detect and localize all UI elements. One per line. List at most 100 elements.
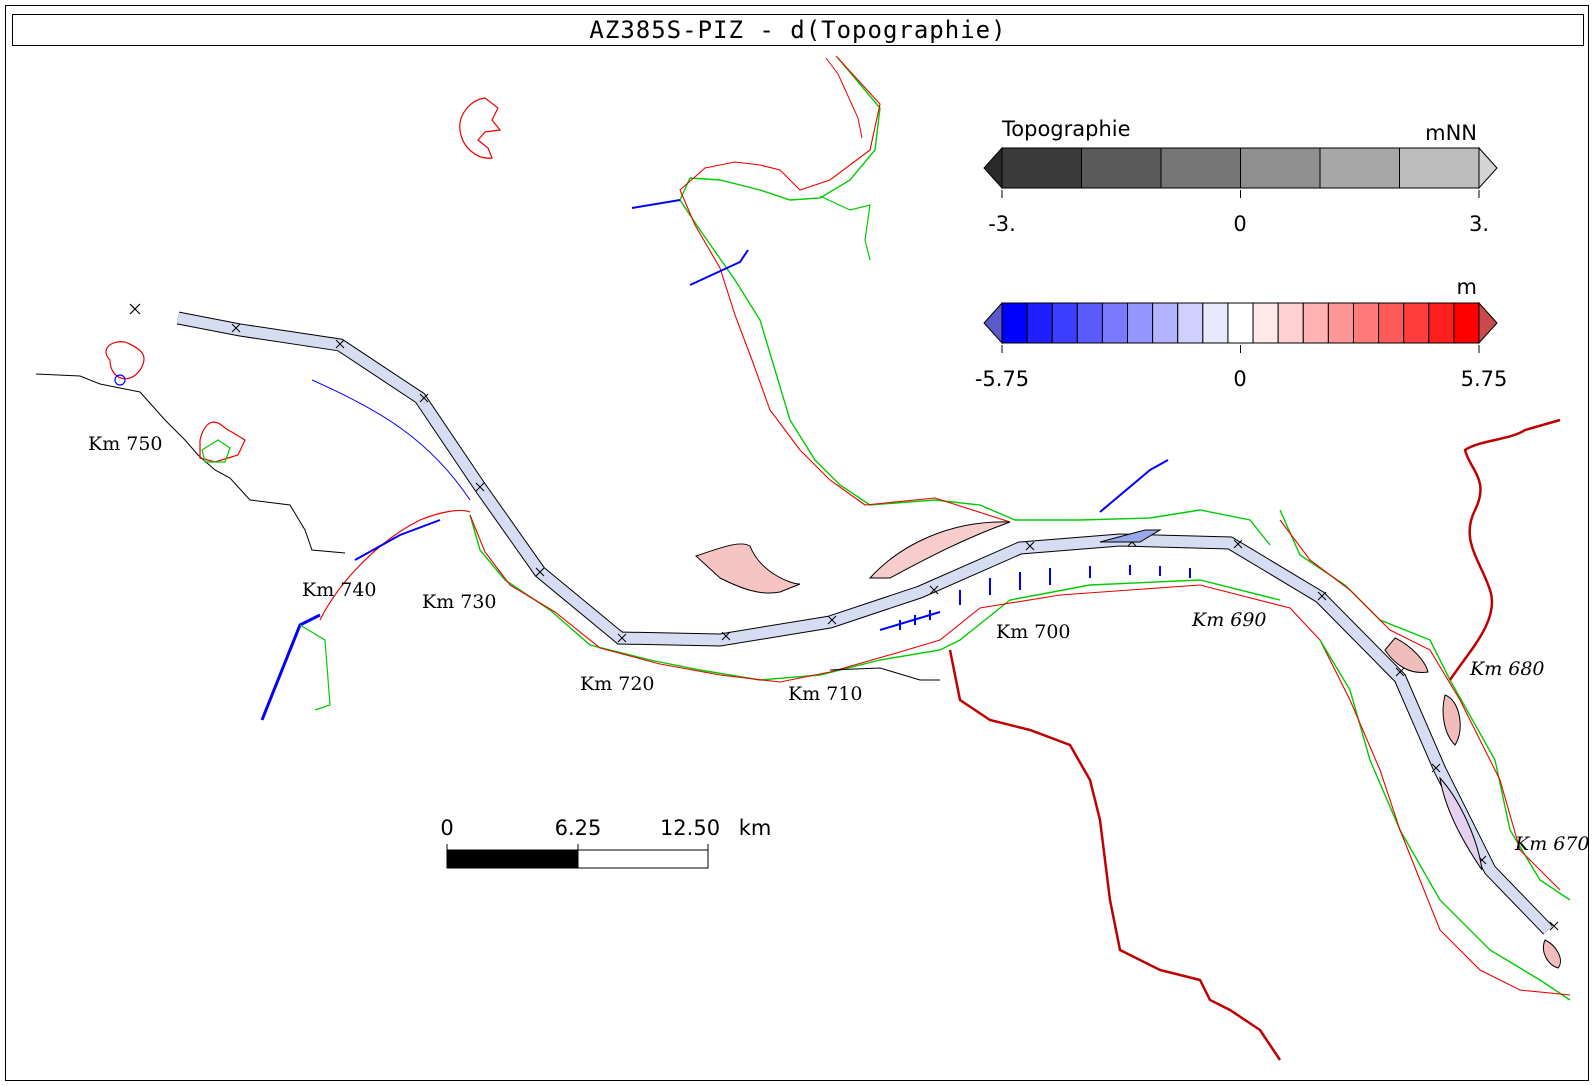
- colorbar-swatch: [1302, 302, 1329, 344]
- diff-tick-label-max: 5.75: [1461, 367, 1508, 391]
- colorbar-swatch: [1081, 147, 1162, 189]
- diff-legend-unit: m: [1457, 275, 1477, 299]
- scale-segment-black: [446, 849, 579, 869]
- harbour-blue: [1099, 459, 1169, 513]
- map-title: AZ385S-PIZ - d(Topographie): [12, 14, 1584, 46]
- bank-green-north: [679, 57, 1271, 546]
- colorbar-swatch: [1051, 302, 1078, 344]
- topo-legend: Topographie mNN -3. 0 3.: [983, 117, 1498, 236]
- island-outline: [199, 421, 246, 463]
- scale-segment-white: [577, 849, 709, 869]
- colorbar-swatch: [1319, 147, 1400, 189]
- harbour-blue: [354, 519, 441, 561]
- colorbar-swatch: [1202, 302, 1229, 344]
- diff-tick-label-min: -5.75: [975, 367, 1029, 391]
- bank-red-south: [469, 514, 1351, 701]
- fairway-fill: [176, 312, 1552, 934]
- bank-red-north: [825, 57, 863, 139]
- topo-tick-label-max: 3.: [1469, 212, 1489, 236]
- bank-black-south: [829, 667, 940, 681]
- colorbar-under-arrow: [983, 301, 1003, 345]
- topo-tick-label-zero: 0: [1233, 212, 1246, 236]
- km-label-720: Km 720: [580, 673, 655, 695]
- colorbar-under-arrow: [983, 146, 1003, 190]
- colorbar-over-arrow: [1478, 146, 1498, 190]
- topo-legend-unit: mNN: [1425, 121, 1477, 145]
- km-label-690: Km 690: [1191, 609, 1267, 631]
- colorbar-swatch: [1001, 147, 1082, 189]
- harbour-blue: [260, 613, 321, 721]
- colorbar-swatch: [1352, 302, 1380, 344]
- bank-red-east: [1349, 699, 1571, 996]
- colorbar-swatch: [1240, 147, 1321, 189]
- dump-area: [1384, 637, 1429, 674]
- bank-red-west: [319, 509, 471, 621]
- scale-label-unit: km: [739, 816, 772, 840]
- colorbar-swatch: [1001, 302, 1028, 344]
- dike-line: [1448, 418, 1561, 681]
- coastline-black: [35, 373, 346, 554]
- km-label-680: Km 680: [1469, 658, 1545, 680]
- km-label-710: Km 710: [788, 683, 863, 705]
- scale-label-0: 0: [440, 816, 453, 840]
- bank-green-north: [819, 195, 871, 261]
- topo-ticks: [1001, 190, 1480, 198]
- colorbar-swatch: [1277, 302, 1304, 344]
- km-labels: Km 750 Km 740 Km 730 Km 720 Km 710 Km 70…: [88, 433, 1590, 855]
- diff-colorbar: [983, 301, 1498, 345]
- km-label-750: Km 750: [88, 433, 163, 455]
- colorbar-swatch: [1026, 302, 1053, 344]
- km-label-740: Km 740: [302, 579, 377, 601]
- scale-label-2: 12.50: [660, 816, 720, 840]
- bank-red-east: [1279, 519, 1561, 891]
- topo-legend-title: Topographie: [1001, 117, 1131, 141]
- colorbar-swatch: [1160, 147, 1241, 189]
- diff-legend: m -5.75 0 5.75: [975, 275, 1508, 391]
- dump-area: [868, 521, 1011, 579]
- bank-green-west: [299, 624, 331, 711]
- dredge-area: [1099, 529, 1162, 543]
- dump-area: [695, 543, 801, 594]
- colorbar-swatch: [1252, 302, 1279, 344]
- marker-x: [129, 303, 141, 315]
- island-outline: [459, 97, 502, 159]
- groyne-blue: [689, 249, 749, 286]
- colorbar-swatch: [1152, 302, 1179, 344]
- colorbar-over-arrow: [1478, 301, 1498, 345]
- topo-tick-label-min: -3.: [988, 212, 1016, 236]
- colorbar-swatch: [1177, 302, 1204, 344]
- island-outline: [201, 439, 231, 463]
- diff-ticks: [1001, 345, 1480, 353]
- scale-bar: 0 6.25 12.50 km: [440, 816, 772, 869]
- km-label-730: Km 730: [422, 591, 497, 613]
- colorbar-swatch: [1403, 302, 1430, 344]
- colorbar-swatch: [1101, 302, 1129, 344]
- colorbar-swatch: [1399, 147, 1480, 189]
- colorbar-swatch: [1378, 302, 1405, 344]
- bank-green-east: [1319, 639, 1571, 1001]
- scale-label-1: 6.25: [555, 816, 602, 840]
- side-channel: [1439, 776, 1483, 871]
- colorbar-swatch: [1127, 302, 1154, 344]
- colorbar-swatch: [1227, 302, 1254, 344]
- colorbar-swatch: [1428, 302, 1455, 344]
- groyne-blue: [631, 199, 681, 209]
- fairway-markers: [231, 323, 1559, 931]
- dike-line: [948, 649, 1282, 1061]
- colorbar-swatch: [1076, 302, 1103, 344]
- map-frame: [5, 5, 1589, 1081]
- km-label-670: Km 670: [1514, 833, 1590, 855]
- groynes: [879, 565, 1191, 631]
- dump-area: [1543, 939, 1561, 969]
- dump-area: [1442, 694, 1461, 746]
- island-outline: [114, 374, 126, 386]
- diff-tick-label-zero: 0: [1233, 367, 1246, 391]
- colorbar-swatch: [1453, 302, 1480, 344]
- km-label-700: Km 700: [996, 621, 1071, 643]
- colorbar-swatch: [1327, 302, 1354, 344]
- map-features: [35, 55, 1571, 1061]
- island-outline: [105, 341, 145, 380]
- topo-colorbar: [983, 146, 1498, 190]
- bank-red-north: [679, 55, 1011, 523]
